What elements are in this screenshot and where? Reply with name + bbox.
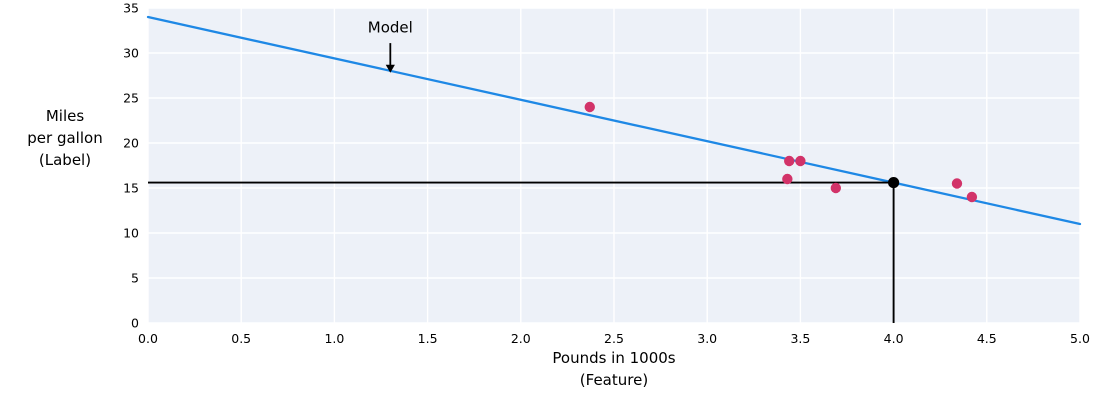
data-point bbox=[584, 101, 595, 113]
svg-text:1.5: 1.5 bbox=[418, 331, 438, 346]
svg-text:2.0: 2.0 bbox=[511, 331, 531, 346]
y-tick-labels: 0 5 10 15 20 25 30 35 bbox=[123, 1, 139, 331]
data-point bbox=[951, 178, 963, 189]
svg-text:25: 25 bbox=[123, 91, 139, 106]
svg-text:30: 30 bbox=[123, 46, 139, 61]
data-point bbox=[966, 191, 978, 203]
svg-text:0.0: 0.0 bbox=[138, 331, 158, 346]
y-axis-label: Miles per gallon (Label) bbox=[27, 107, 103, 169]
x-axis-label: Pounds in 1000s (Feature) bbox=[552, 349, 676, 389]
svg-text:10: 10 bbox=[123, 226, 139, 241]
data-points bbox=[584, 101, 978, 203]
svg-text:0: 0 bbox=[131, 316, 139, 331]
prediction-point bbox=[888, 177, 900, 189]
gridlines bbox=[147, 7, 1081, 324]
svg-text:2.5: 2.5 bbox=[604, 331, 624, 346]
data-point bbox=[830, 182, 842, 194]
model-line bbox=[146, 15, 1082, 226]
model-annotation-arrowhead bbox=[385, 64, 395, 73]
svg-text:20: 20 bbox=[123, 136, 139, 151]
svg-text:0.5: 0.5 bbox=[231, 331, 251, 346]
data-point bbox=[795, 155, 806, 167]
x-tick-labels: 0.0 0.5 1.0 1.5 2.0 2.5 3.0 3.5 4.0 4.5 5.0 bbox=[138, 331, 1090, 346]
model-annotation-label: Model bbox=[368, 18, 413, 36]
svg-text:5: 5 bbox=[131, 271, 139, 286]
svg-text:3.0: 3.0 bbox=[697, 331, 717, 346]
svg-text:5.0: 5.0 bbox=[1070, 331, 1090, 346]
data-point bbox=[782, 173, 793, 185]
svg-text:3.5: 3.5 bbox=[790, 331, 810, 346]
svg-text:1.0: 1.0 bbox=[324, 331, 344, 346]
svg-text:35: 35 bbox=[123, 1, 139, 16]
svg-text:4.0: 4.0 bbox=[884, 331, 904, 346]
data-point bbox=[784, 155, 795, 167]
svg-text:15: 15 bbox=[123, 181, 139, 196]
svg-text:4.5: 4.5 bbox=[977, 331, 997, 346]
prediction-guides bbox=[148, 181, 895, 323]
